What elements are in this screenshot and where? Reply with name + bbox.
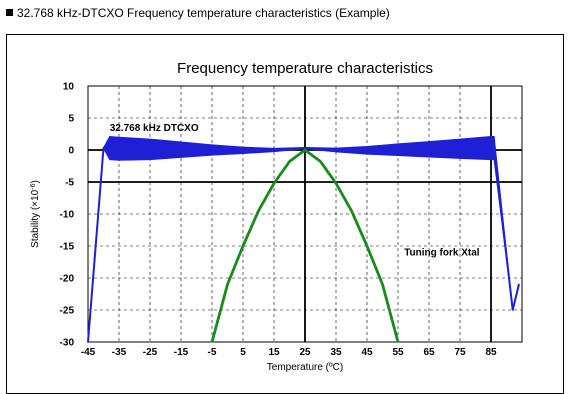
dtcxo-point xyxy=(490,147,492,149)
dtcxo-point xyxy=(118,147,120,150)
dtcxo-point xyxy=(102,147,105,149)
x-tick-label: 75 xyxy=(454,347,466,358)
dtcxo-point xyxy=(493,147,495,149)
dtcxo-line xyxy=(87,147,520,343)
tuning-fork-point xyxy=(257,210,260,212)
y-axis-label-prefix: Stability (×10 xyxy=(30,189,41,248)
dtcxo-point xyxy=(273,149,275,151)
y-tick-label: 0 xyxy=(68,146,74,157)
x-tick-label: -25 xyxy=(143,347,158,358)
series-layer xyxy=(87,136,520,343)
y-tick-label: -20 xyxy=(60,274,75,285)
dtcxo-point xyxy=(149,148,151,151)
tuning-fork-point xyxy=(288,160,291,163)
tuning-fork-point xyxy=(273,182,275,185)
x-tick-labels: -45 -35 -25 -15 -5 5 15 25 35 45 55 65 75 85 xyxy=(81,347,497,358)
chart-title: Frequency temperature characteristics xyxy=(177,60,433,77)
tuning-fork-point xyxy=(304,149,306,151)
y-tick-labels: 10 5 0 -5 -10 -15 -20 -25 -30 xyxy=(60,82,75,349)
x-axis-label: Temperature (ºC) xyxy=(267,362,343,373)
tuning-fork-point xyxy=(335,182,337,185)
y-axis-label: Stability (×10-6) xyxy=(30,180,42,248)
section-heading: 32.768 kHz-DTCXO Frequency temperature c… xyxy=(6,6,390,20)
dtcxo-point xyxy=(304,147,306,149)
tuning-fork-point xyxy=(350,210,353,212)
dtcxo-point xyxy=(180,148,182,151)
dtcxo-point xyxy=(211,149,213,151)
dtcxo-point xyxy=(87,341,89,343)
y-tick-label: 10 xyxy=(63,82,75,93)
tuning-fork-point xyxy=(381,283,384,286)
section-heading-text: 32.768 kHz-DTCXO Frequency temperature c… xyxy=(17,6,390,20)
y-tick-label: -30 xyxy=(60,338,75,349)
dtcxo-point xyxy=(108,147,111,149)
x-tick-label: -15 xyxy=(174,347,189,358)
dtcxo-point xyxy=(518,283,520,286)
annotations: 32.768 kHz DTCXO Tuning fork Xtal xyxy=(110,123,480,259)
x-tick-label: 15 xyxy=(268,347,280,358)
x-tick-label: -5 xyxy=(208,347,217,358)
y-tick-label: -10 xyxy=(60,210,75,221)
x-tick-label: 45 xyxy=(361,347,373,358)
y-tick-label: 5 xyxy=(68,114,74,125)
x-tick-label: 65 xyxy=(423,347,435,358)
tuning-fork-point xyxy=(211,341,213,343)
x-tick-label: 85 xyxy=(485,347,497,358)
x-tick-label: -35 xyxy=(112,347,127,358)
dtcxo-point xyxy=(242,149,244,152)
y-tick-label: -5 xyxy=(65,178,74,189)
y-tick-label: -25 xyxy=(60,306,75,317)
dtcxo-point xyxy=(459,147,461,150)
x-tick-label: 25 xyxy=(299,347,311,358)
y-tick-label: -15 xyxy=(60,242,75,253)
x-tick-label: 35 xyxy=(330,347,342,358)
dtcxo-point xyxy=(335,149,337,151)
series-annotation: 32.768 kHz DTCXO xyxy=(110,123,199,134)
dtcxo-point xyxy=(428,148,430,151)
x-tick-label: 55 xyxy=(392,347,404,358)
tuning-fork-point xyxy=(242,245,244,247)
y-axis-label-exponent: -6 xyxy=(30,183,37,189)
dtcxo-point xyxy=(511,309,514,311)
x-tick-label: -45 xyxy=(81,347,96,358)
tuning-fork-point xyxy=(397,341,399,343)
frequency-temperature-chart: Frequency temperature characteristics -4… xyxy=(30,60,523,373)
dtcxo-point xyxy=(366,149,368,152)
series-annotation: Tuning fork Xtal xyxy=(404,248,480,259)
bullet-square-icon xyxy=(6,9,13,16)
tuning-fork-point xyxy=(226,283,229,286)
dtcxo-band xyxy=(87,136,520,343)
dtcxo-point xyxy=(397,148,399,151)
tuning-fork-point xyxy=(366,245,368,247)
tuning-fork-point xyxy=(319,160,322,163)
x-tick-label: 5 xyxy=(240,347,246,358)
y-axis-label-suffix: ) xyxy=(30,180,41,183)
